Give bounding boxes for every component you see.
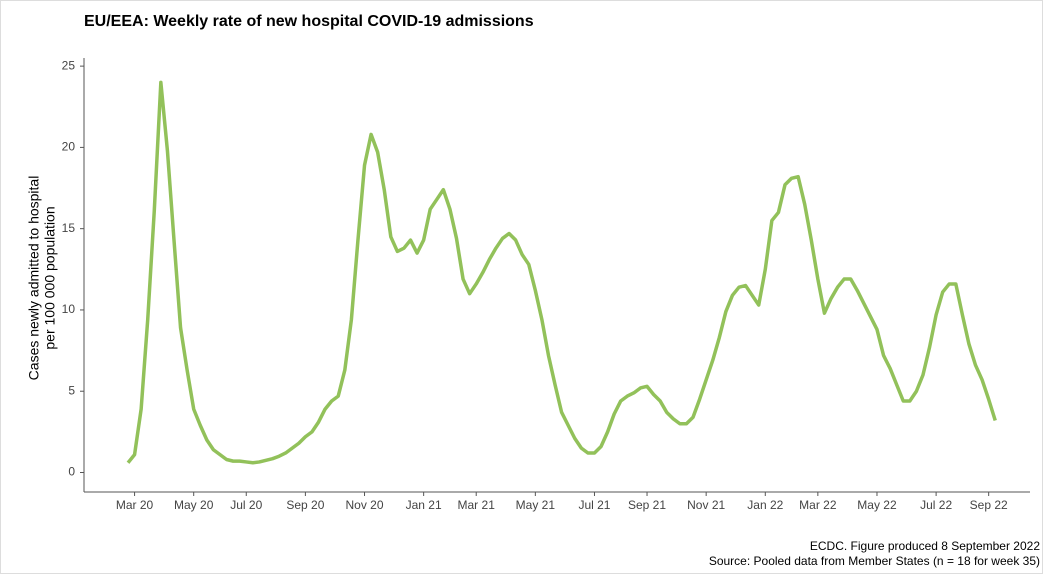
y-axis-label: per 100 000 population	[42, 206, 58, 349]
x-tick-label: Sep 21	[628, 498, 666, 512]
x-tick-label: May 20	[174, 498, 214, 512]
x-tick-label: Mar 20	[116, 498, 154, 512]
x-tick-label: Jul 21	[578, 498, 610, 512]
x-tick-label: Nov 21	[687, 498, 725, 512]
y-tick-label: 15	[62, 221, 76, 235]
note: Source: Pooled data from Member States (…	[709, 554, 1040, 568]
y-tick-label: 5	[68, 383, 75, 397]
note: ECDC. Figure produced 8 September 2022	[810, 539, 1040, 553]
x-tick-label: Jul 22	[920, 498, 952, 512]
line	[126, 80, 997, 465]
y-tick-label: 10	[62, 302, 76, 316]
x-tick-label: Sep 20	[286, 498, 324, 512]
x-tick-label: Mar 21	[458, 498, 496, 512]
x-tick-label: May 22	[857, 498, 897, 512]
y-tick-label: 25	[62, 58, 76, 72]
x-tick-label: Nov 20	[346, 498, 384, 512]
x-tick-label: Jan 21	[406, 498, 442, 512]
x-tick-label: Jul 20	[230, 498, 262, 512]
y-tick-label: 20	[62, 140, 76, 154]
x-tick-label: Jan 22	[747, 498, 783, 512]
y-axis-label: Cases newly admitted to hospital	[26, 176, 42, 381]
chart-title: EU/EEA: Weekly rate of new hospital COVI…	[84, 13, 534, 30]
x-tick-label: Mar 22	[799, 498, 837, 512]
x-tick-label: Sep 22	[970, 498, 1008, 512]
x-tick-label: May 21	[516, 498, 556, 512]
y-tick-label: 0	[68, 465, 75, 479]
